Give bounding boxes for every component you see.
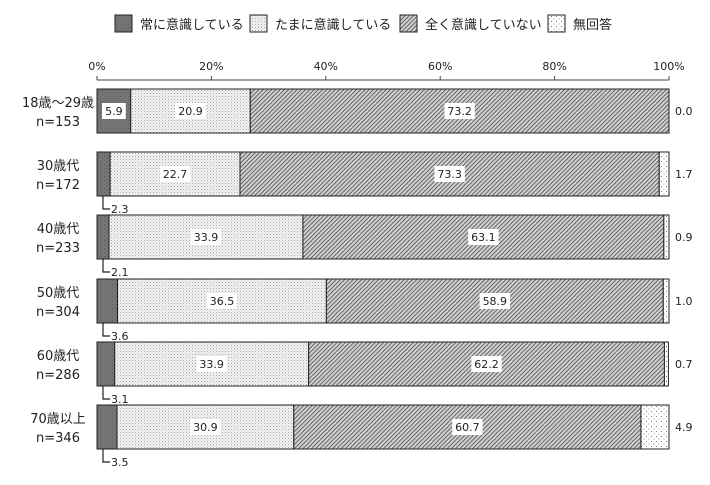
category-label: 18歳〜29歳 [22,96,94,111]
data-label-bg-2 [479,293,511,309]
legend-label-3: 無回答 [573,17,612,33]
data-label-bg-1 [196,356,227,372]
data-label-1: 22.7 [163,168,188,181]
category-label: 60歳代 [37,349,80,364]
category-label: 50歳代 [37,286,80,301]
data-label-2: 62.2 [474,358,499,371]
bar-segment-3 [662,278,670,324]
data-label-bg-2 [434,166,465,182]
bar-segment-0 [96,151,111,197]
x-tick-label-2: 40% [314,60,338,73]
data-label-2: 73.2 [447,105,472,118]
legend-label-2: 全く意識していない [425,17,542,33]
data-label-3: 1.7 [675,168,693,181]
data-label-1: 36.5 [210,295,235,308]
data-label-bg-1 [159,166,191,182]
x-tick-label-3: 60% [428,60,452,73]
leader-line-0 [102,259,110,273]
data-label-bg-2 [471,356,502,372]
data-label-bg-2 [468,229,499,245]
category-label: 40歳代 [37,222,80,237]
data-label-1: 33.9 [199,358,224,371]
leader-line-0 [102,196,110,210]
category-n-label: n=172 [36,178,80,193]
x-axis: 0% 20% 40% 60% 80% 100% [88,60,685,81]
legend-swatch-2 [399,14,418,33]
legend: 常に意識している たまに意識している 全く意識していない 無回答 [114,14,612,33]
category-n-label: n=286 [36,368,80,383]
legend-label-0: 常に意識している [140,17,244,33]
category-n-label: n=233 [36,241,80,256]
data-label-0: 3.6 [111,330,129,343]
category-n-label: n=304 [36,305,80,320]
data-label-bg-2 [444,103,475,119]
leader-line-0 [102,386,110,400]
bar-segment-0 [96,404,118,450]
bar-segment-3 [658,151,670,197]
data-label-1: 33.9 [194,231,219,244]
data-label-0: 2.3 [111,203,129,216]
bar-segment-3 [663,341,669,387]
data-label-bg-1 [175,103,206,119]
data-label-bg-1 [206,293,238,309]
data-label-bg-0 [101,103,126,119]
data-label-1: 20.9 [178,105,203,118]
category-n-label: n=153 [36,115,80,130]
leader-line-0 [102,323,110,337]
data-label-bg-1 [190,229,222,245]
x-tick-label-4: 80% [542,60,566,73]
bar-row-5: 70歳以上 n=346 3.5 30.9 60.7 4.9 [30,404,693,469]
data-label-0: 2.1 [111,266,129,279]
x-tick-label-0: 0% [88,60,105,73]
category-n-label: n=346 [36,431,80,446]
bar-segment-0 [96,278,119,324]
bar-segment-1 [108,214,304,260]
data-label-bg-1 [190,419,221,435]
data-label-2: 58.9 [483,295,508,308]
data-label-3: 4.9 [675,421,693,434]
bar-row-3: 50歳代 n=304 3.6 36.5 58.9 1.0 [36,278,693,343]
data-label-2: 73.3 [437,168,462,181]
data-label-3: 0.9 [675,231,693,244]
x-tick-label-1: 20% [199,60,223,73]
plot-area: 18歳〜29歳 n=153 5.9 20.9 73.2 0.0 30歳代 n=172 2.3 22… [22,88,693,469]
bar-segment-0 [96,214,110,260]
data-label-3: 0.7 [675,358,693,371]
bar-row-0: 18歳〜29歳 n=153 5.9 20.9 73.2 0.0 [22,88,693,134]
bar-row-2: 40歳代 n=233 2.1 33.9 63.1 0.9 [36,214,693,279]
data-label-1: 30.9 [193,421,218,434]
data-label-bg-2 [452,419,483,435]
data-label-0: 3.5 [111,456,129,469]
legend-swatch-3 [547,14,566,33]
data-label-2: 63.1 [471,231,496,244]
data-label-0: 3.1 [111,393,129,406]
bar-segment-3 [663,214,670,260]
category-label: 70歳以上 [30,412,86,427]
legend-swatch-1 [249,14,268,33]
bar-segment-0 [96,341,116,387]
leader-line-0 [102,449,110,463]
category-label: 30歳代 [37,159,80,174]
bar-row-1: 30歳代 n=172 2.3 22.7 73.3 1.7 [36,151,693,216]
x-tick-label-5: 100% [653,60,684,73]
data-label-3: 0.0 [675,105,693,118]
data-label-0: 5.9 [105,105,123,118]
data-label-3: 1.0 [675,295,693,308]
data-label-2: 60.7 [455,421,480,434]
legend-label-1: たまに意識している [275,17,391,33]
legend-swatch-0 [114,14,133,33]
bar-row-4: 60歳代 n=286 3.1 33.9 62.2 0.7 [36,341,693,406]
bar-segment-3 [640,404,670,450]
